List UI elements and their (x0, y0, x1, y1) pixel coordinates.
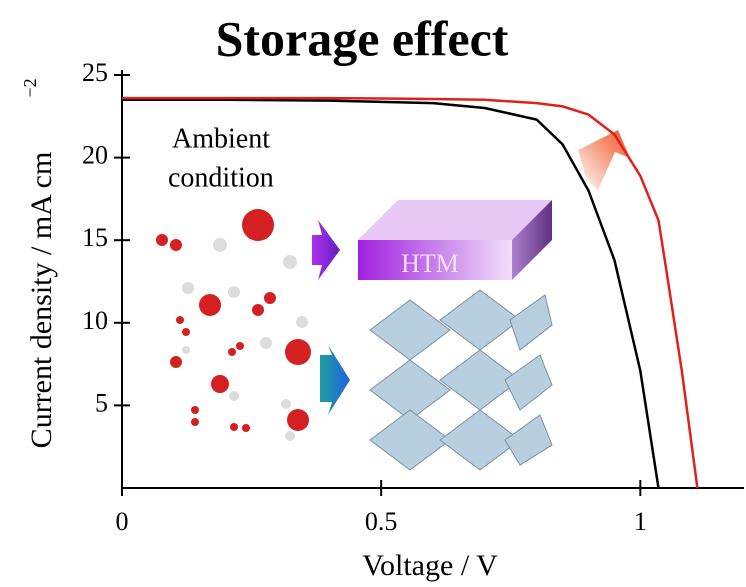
y-tick-label: 15 (82, 223, 108, 252)
x-tick-label: 0.5 (365, 507, 398, 536)
chart-title: Storage effect (216, 10, 509, 66)
x-axis-label: Voltage / V (362, 549, 498, 582)
molecules (156, 209, 311, 441)
crystal (370, 290, 552, 470)
annotation: condition (168, 162, 274, 193)
y-tick-label: 10 (82, 306, 108, 335)
annotation: Ambient (172, 123, 270, 154)
y-tick-label: 5 (95, 388, 108, 417)
x-tick-label: 1 (634, 507, 647, 536)
y-axis-label-group: Current density / mA cm −2 (20, 78, 58, 448)
y-axis-label: Current density / mA cm (25, 152, 58, 449)
y-tick-label: 20 (82, 141, 108, 170)
y-axis-label-superscript: −2 (20, 78, 40, 97)
chart: Storage effect Voltage / V Current densi… (0, 0, 746, 587)
y-tick-label: 25 (82, 58, 108, 87)
annotation: HTM (401, 249, 459, 278)
x-tick-label: 0 (116, 507, 129, 536)
